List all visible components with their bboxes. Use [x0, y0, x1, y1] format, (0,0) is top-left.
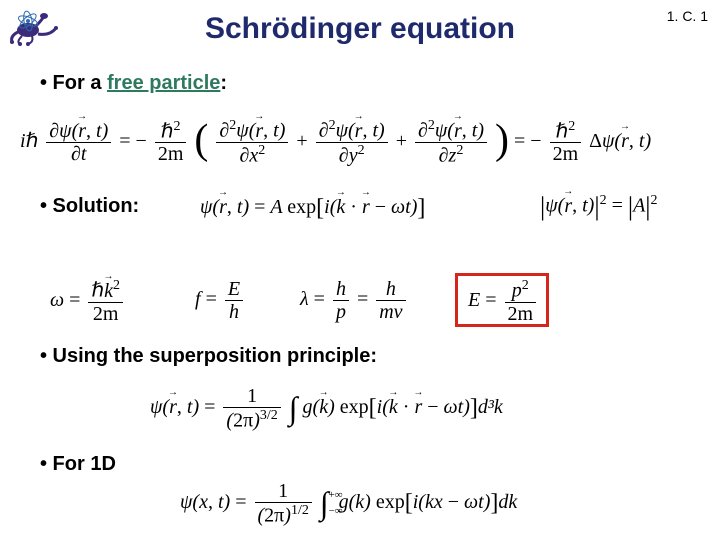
bullet-free-particle: • For a free particle:: [40, 72, 227, 95]
bullet-1d: • For 1D: [40, 453, 116, 476]
eq-lambda: λ = h p = h mv: [300, 278, 409, 323]
eq-superposition-3d: ψ(r, t) = 1 (2π)3/2 ∫ g(k) exp[i(k · r −…: [150, 385, 503, 432]
eq-omega: ω = ℏk2 2m: [50, 278, 126, 325]
eq-modsq: |ψ(r, t)|2 = |A|2: [540, 192, 658, 222]
highlight-box: [455, 273, 549, 327]
eq-schrodinger: iℏ ∂ψ(r, t) ∂t = − ℏ2 2m ( ∂2ψ(r, t) ∂x2…: [20, 118, 651, 166]
bullet-solution: • Solution:: [40, 195, 139, 218]
eq-planewave: ψ(r, t) = A exp[i(k · r − ωt)]: [200, 195, 425, 222]
bullet-superposition: • Using the superposition principle:: [40, 345, 377, 368]
page-title: Schrödinger equation: [0, 12, 720, 46]
eq-superposition-1d: ψ(x, t) = 1 (2π)1/2 ∫+∞−∞ g(k) exp[i(kx …: [180, 480, 517, 527]
eq-f: f = E h: [195, 278, 246, 323]
